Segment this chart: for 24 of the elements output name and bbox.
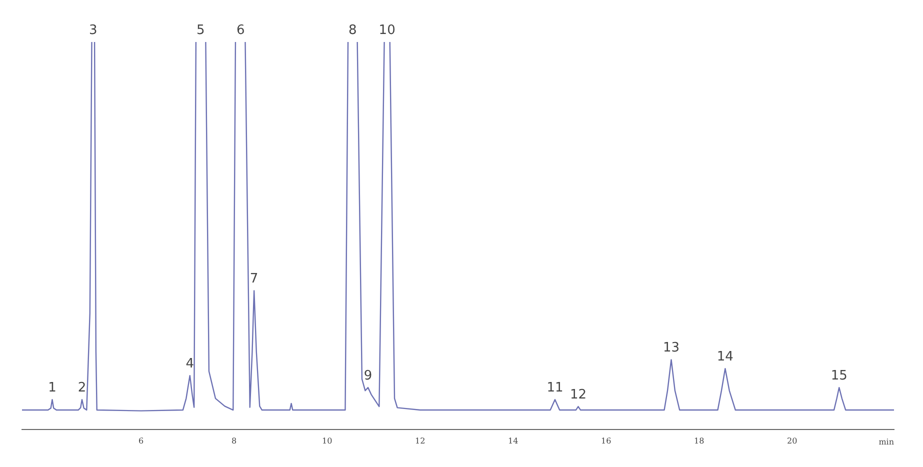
annotation: 14 (716, 349, 734, 364)
x-tick-label: 8 (232, 436, 237, 446)
x-tick-label: 6 (138, 436, 144, 446)
annotation: 15 (830, 368, 848, 384)
annotation: 12 (570, 387, 586, 402)
annotation: 7 (250, 272, 258, 287)
annotation: 3 (89, 22, 98, 38)
annotation: 6 (236, 22, 245, 38)
annotation: 4 (186, 356, 194, 372)
annotation: 13 (662, 340, 680, 356)
x-tick-label: 18 (694, 436, 704, 446)
x-tick-label: 10 (322, 436, 332, 446)
x-tick-label: 12 (415, 436, 426, 446)
x-axis-title: min (878, 437, 894, 446)
annotation: 1 (48, 380, 56, 396)
annotation: 9 (364, 368, 372, 384)
annotation: 8 (348, 22, 357, 38)
annotation: 11 (546, 380, 564, 396)
x-tick-label: 14 (508, 436, 518, 446)
annotation: 5 (196, 22, 205, 38)
x-tick-label: 16 (601, 436, 612, 446)
annotation: 2 (78, 380, 86, 396)
x-tick-label: 20 (787, 436, 798, 446)
annotation: 10 (378, 22, 396, 38)
